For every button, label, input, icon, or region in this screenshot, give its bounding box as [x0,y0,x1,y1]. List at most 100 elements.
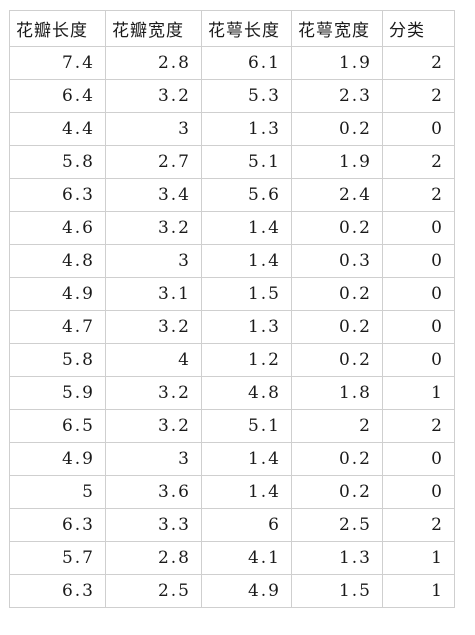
table-cell[interactable]: 3 [105,244,202,278]
table-cell[interactable]: 1.5 [201,277,292,311]
table-cell[interactable]: 6.3 [9,178,106,212]
table-cell[interactable]: 1 [382,574,455,608]
table-cell[interactable]: 5.9 [9,376,106,410]
table-cell[interactable]: 3.3 [105,508,202,542]
table-cell[interactable]: 2.8 [105,46,202,80]
table-cell[interactable]: 2.5 [105,574,202,608]
table-cell[interactable]: 2.3 [291,79,383,113]
table-cell[interactable]: 0.2 [291,475,383,509]
table-cell[interactable]: 1.9 [291,46,383,80]
table-cell[interactable]: 1.4 [201,244,292,278]
table-row: 6.3 3.3 6 2.5 2 [9,508,455,542]
table-cell[interactable]: 3.1 [105,277,202,311]
table-cell[interactable]: 6.4 [9,79,106,113]
table-cell[interactable]: 5.8 [9,343,106,377]
table-cell[interactable]: 4.8 [9,244,106,278]
column-header[interactable]: 花萼宽度 [291,10,383,47]
table-cell[interactable]: 2.4 [291,178,383,212]
table-cell[interactable]: 1.4 [201,442,292,476]
table-row: 4.7 3.2 1.3 0.2 0 [9,310,455,344]
table-cell[interactable]: 3.2 [105,211,202,245]
table-cell[interactable]: 0.3 [291,244,383,278]
table-cell[interactable]: 1.2 [201,343,292,377]
table-cell[interactable]: 1.4 [201,475,292,509]
table-cell[interactable]: 0 [382,277,455,311]
table-cell[interactable]: 4 [105,343,202,377]
table-cell[interactable]: 3.4 [105,178,202,212]
table-cell[interactable]: 4.9 [9,277,106,311]
column-header[interactable]: 花萼长度 [201,10,292,47]
table-cell[interactable]: 5.8 [9,145,106,179]
table-row: 6.4 3.2 5.3 2.3 2 [9,79,455,113]
table-row: 6.3 3.4 5.6 2.4 2 [9,178,455,212]
table-cell[interactable]: 6.5 [9,409,106,443]
table-cell[interactable]: 3.2 [105,310,202,344]
table-cell[interactable]: 5.7 [9,541,106,575]
table-cell[interactable]: 3.2 [105,376,202,410]
table-cell[interactable]: 1.3 [201,310,292,344]
table-row: 5 3.6 1.4 0.2 0 [9,475,455,509]
table-cell[interactable]: 0.2 [291,112,383,146]
table-cell[interactable]: 0 [382,112,455,146]
table-cell[interactable]: 4.8 [201,376,292,410]
table-cell[interactable]: 3.2 [105,409,202,443]
table-cell[interactable]: 5 [9,475,106,509]
table-cell[interactable]: 0.2 [291,442,383,476]
table-cell[interactable]: 2 [382,409,455,443]
table-cell[interactable]: 1.8 [291,376,383,410]
table-cell[interactable]: 4.7 [9,310,106,344]
table-cell[interactable]: 0.2 [291,211,383,245]
table-cell[interactable]: 1 [382,541,455,575]
table-cell[interactable]: 0 [382,244,455,278]
column-header[interactable]: 分类 [382,10,455,47]
table-cell[interactable]: 0.2 [291,343,383,377]
table-cell[interactable]: 1.9 [291,145,383,179]
table-cell[interactable]: 0 [382,343,455,377]
table-cell[interactable]: 3.6 [105,475,202,509]
table-cell[interactable]: 6.3 [9,574,106,608]
table-cell[interactable]: 4.1 [201,541,292,575]
column-header[interactable]: 花瓣宽度 [105,10,202,47]
table-cell[interactable]: 7.4 [9,46,106,80]
table-cell[interactable]: 4.6 [9,211,106,245]
table-cell[interactable]: 2 [382,46,455,80]
data-table: 花瓣长度 花瓣宽度 花萼长度 花萼宽度 分类 7.4 2.8 6.1 1.9 2 6.4 3… [9,10,455,608]
table-cell[interactable]: 3 [105,112,202,146]
table-cell[interactable]: 5.6 [201,178,292,212]
table-cell[interactable]: 6.3 [9,508,106,542]
table-cell[interactable]: 0 [382,310,455,344]
table-cell[interactable]: 0 [382,211,455,245]
table-cell[interactable]: 4.9 [201,574,292,608]
table-cell[interactable]: 2 [382,145,455,179]
table-cell[interactable]: 1 [382,376,455,410]
table-cell[interactable]: 2.7 [105,145,202,179]
table-cell[interactable]: 6.1 [201,46,292,80]
table-cell[interactable]: 4.4 [9,112,106,146]
table-cell[interactable]: 3 [105,442,202,476]
table-cell[interactable]: 5.3 [201,79,292,113]
table-cell[interactable]: 2 [382,508,455,542]
table-cell[interactable]: 1.3 [201,112,292,146]
table-body: 7.4 2.8 6.1 1.9 2 6.4 3.2 5.3 2.3 2 4.4 3 1.3 0.2 0 5.8… [9,46,455,608]
table-cell[interactable]: 1.3 [291,541,383,575]
table-row: 4.9 3.1 1.5 0.2 0 [9,277,455,311]
table-cell[interactable]: 6 [201,508,292,542]
table-cell[interactable]: 2.5 [291,508,383,542]
table-row: 5.7 2.8 4.1 1.3 1 [9,541,455,575]
column-header[interactable]: 花瓣长度 [9,10,106,47]
table-cell[interactable]: 2 [291,409,383,443]
table-cell[interactable]: 4.9 [9,442,106,476]
table-cell[interactable]: 5.1 [201,409,292,443]
table-cell[interactable]: 0.2 [291,277,383,311]
table-cell[interactable]: 1.4 [201,211,292,245]
table-cell[interactable]: 3.2 [105,79,202,113]
table-cell[interactable]: 1.5 [291,574,383,608]
table-row: 6.3 2.5 4.9 1.5 1 [9,574,455,608]
table-cell[interactable]: 2.8 [105,541,202,575]
table-cell[interactable]: 0 [382,442,455,476]
table-cell[interactable]: 0.2 [291,310,383,344]
table-cell[interactable]: 2 [382,79,455,113]
table-cell[interactable]: 0 [382,475,455,509]
table-cell[interactable]: 5.1 [201,145,292,179]
table-cell[interactable]: 2 [382,178,455,212]
